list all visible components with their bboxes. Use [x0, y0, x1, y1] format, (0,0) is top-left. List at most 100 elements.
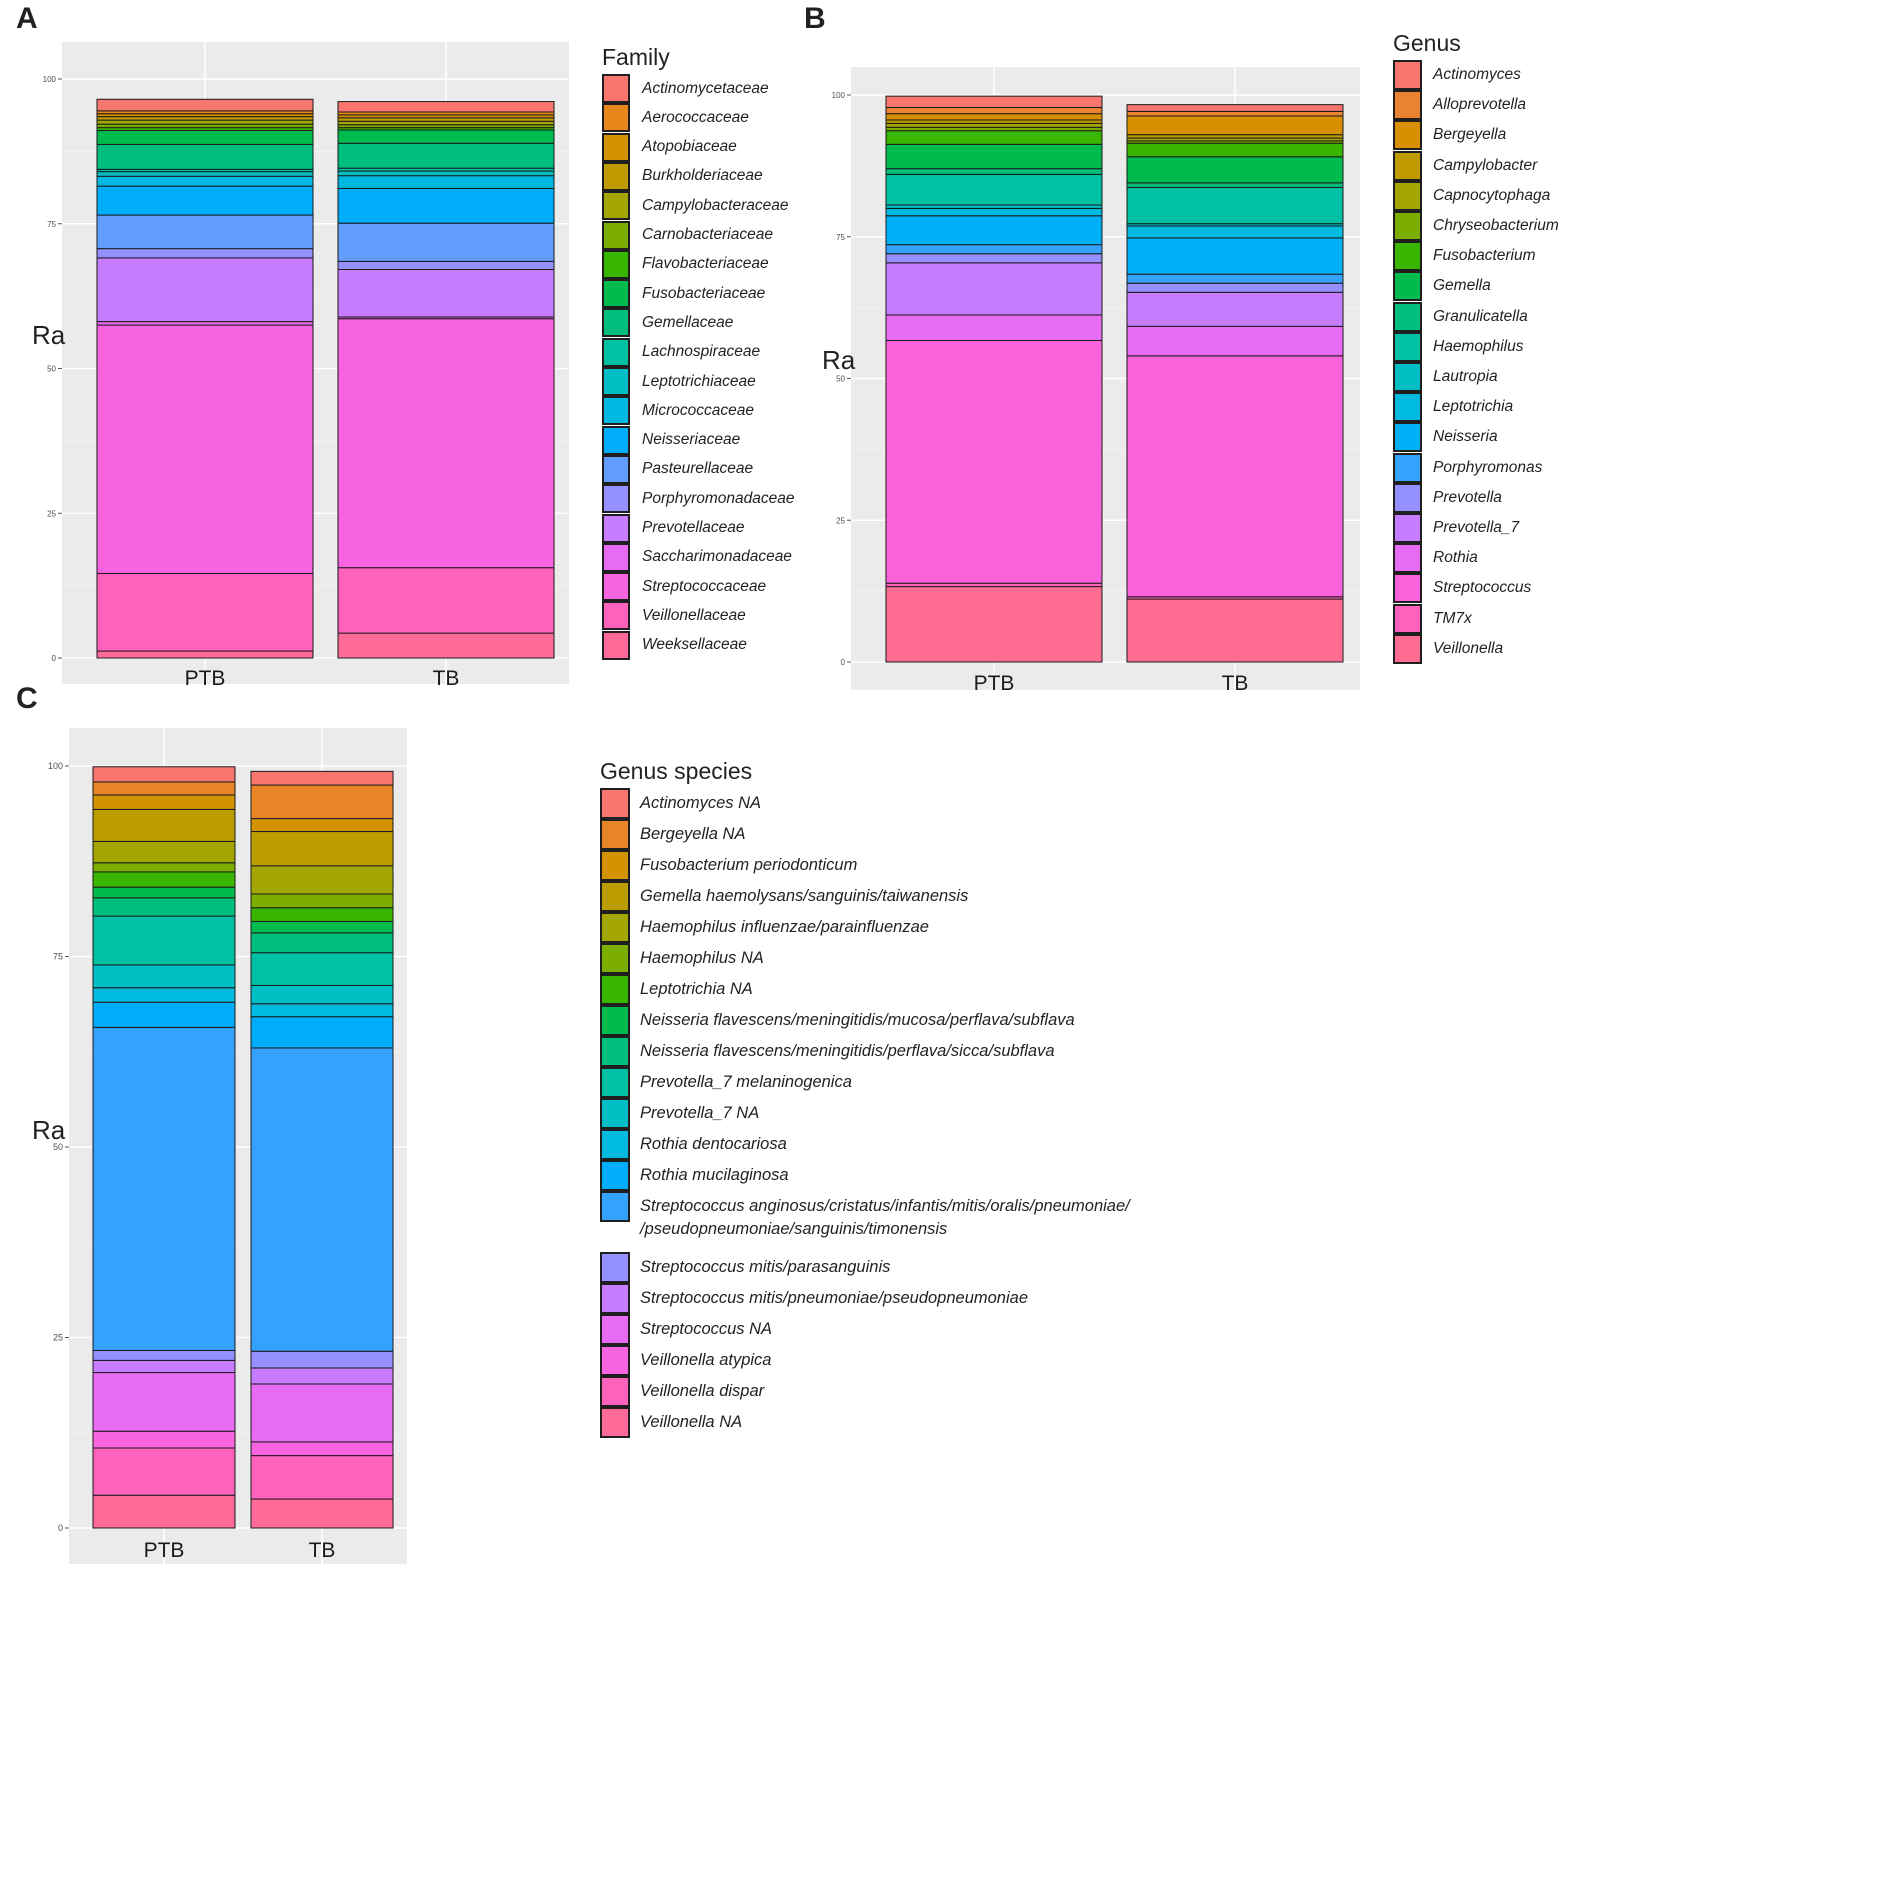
bar-segment: [337, 142, 555, 169]
chart-c-svg: 0 25 50 75 100 PTB TB: [48, 728, 407, 1564]
y-tick-label: 0: [52, 654, 57, 663]
legend-key: [602, 279, 630, 309]
bar-segment: [250, 893, 394, 909]
bar-segment: [1126, 598, 1344, 663]
legend-label: Lautropia: [1433, 368, 1498, 386]
legend-label: Granulicatella: [1433, 307, 1528, 325]
x-tick-label: PTB: [144, 1539, 185, 1562]
legend-key: [1393, 60, 1422, 90]
bar-segment: [96, 175, 314, 187]
bar-segment: [250, 1047, 394, 1352]
legend-label: Campylobacter: [1433, 156, 1538, 174]
legend-label: Veillonellaceae: [642, 606, 746, 624]
legend-label: Veillonella NA: [640, 1413, 743, 1431]
y-tick-label: 75: [47, 220, 56, 229]
legend-key: [602, 601, 630, 631]
legend-label: Streptococcus anginosus/cristatus/infant…: [640, 1197, 1130, 1215]
legend-label: Haemophilus influenzae/parainfluenzae: [640, 918, 929, 936]
bar-segment: [92, 987, 236, 1003]
bar-segment: [885, 143, 1103, 170]
bar-segment: [96, 321, 314, 326]
bar-segment: [92, 886, 236, 899]
legend-label: Bergeyella NA: [640, 825, 746, 843]
legend-label: TM7x: [1433, 609, 1472, 627]
bar-segment: [337, 632, 555, 659]
bar-segment: [96, 257, 314, 323]
bar-segment: [1126, 186, 1344, 225]
bar-segment: [1126, 273, 1344, 284]
panel-letter-c: C: [16, 682, 38, 715]
legend-label: Actinomycetaceae: [642, 79, 769, 97]
y-axis-label-c: Ra: [32, 1115, 66, 1145]
legend-label: Leptotrichia NA: [640, 980, 753, 998]
legend-label: Veillonella dispar: [640, 1382, 765, 1400]
bar-segment: [92, 808, 236, 842]
bar-segment: [885, 207, 1103, 217]
legend-label: Fusobacterium periodonticum: [640, 856, 858, 874]
bar-segment: [885, 582, 1103, 588]
chart-a-svg: 0 25 50 75 100 PTB TB: [43, 42, 569, 690]
legend-key: [1393, 573, 1422, 604]
y-tick-label: 50: [836, 375, 845, 384]
legend-title-b: Genus: [1393, 30, 1461, 56]
legend-label: Saccharimonadaceae: [642, 548, 792, 566]
legend-label: Bergeyella: [1433, 126, 1507, 144]
bar-segment: [337, 117, 555, 122]
bar-segment: [96, 650, 314, 659]
legend-key: [600, 1283, 630, 1314]
bar-segment: [92, 840, 236, 864]
legend-label: Prevotella_7 NA: [640, 1104, 760, 1122]
legend-label: Neisseriaceae: [642, 431, 741, 449]
legend-key: [602, 396, 630, 426]
bar-segment: [885, 204, 1103, 209]
bar-segment: [337, 101, 555, 113]
legend-label: Capnocytophaga: [1433, 186, 1551, 204]
y-axis-label-a: Ra: [32, 320, 66, 350]
legend-label: Haemophilus NA: [640, 949, 764, 967]
bar-segment: [96, 130, 314, 145]
legend-key: [600, 850, 630, 881]
bar-segment: [885, 262, 1103, 316]
x-tick-label: TB: [309, 1539, 336, 1562]
legend-key: [602, 337, 630, 367]
bar-segment: [337, 170, 555, 177]
legend-key: [1393, 211, 1422, 241]
legend-key: [1393, 120, 1422, 151]
legend-key: [1393, 513, 1422, 543]
legend-key: [600, 1407, 630, 1438]
legend-label: Streptococcaceae: [642, 577, 767, 595]
legend-label-continuation: /pseudopneumoniae/sanguinis/timonensis: [640, 1220, 948, 1238]
legend-label: Gemella haemolysans/sanguinis/taiwanensi…: [640, 887, 969, 905]
bar-segment: [885, 168, 1103, 175]
legend-key: [1393, 271, 1422, 302]
bar-segment: [885, 95, 1103, 108]
bar-segment: [96, 143, 314, 170]
legend-key: [600, 881, 630, 912]
legend-label: Leptotrichia: [1433, 398, 1514, 416]
y-tick-label: 0: [841, 658, 846, 667]
bar-segment: [1126, 134, 1344, 139]
bar-segment: [337, 268, 555, 318]
legend-label: Neisseria flavescens/meningitidis/perfla…: [640, 1042, 1055, 1060]
y-tick-label: 50: [53, 1142, 63, 1152]
y-tick-label: 25: [47, 509, 56, 518]
legend-key: [600, 1129, 630, 1160]
bar-segment: [250, 818, 394, 833]
legend-label: Chryseobacterium: [1433, 217, 1559, 235]
legend-label: Porphyromonas: [1433, 458, 1543, 476]
bar-segment: [250, 1003, 394, 1018]
legend-label: Campylobacteraceae: [642, 196, 789, 214]
legend-key: [602, 542, 630, 572]
legend-key: [1393, 90, 1422, 121]
bar-segment: [885, 122, 1103, 128]
legend-key: [602, 161, 630, 191]
bar-segment: [250, 1350, 394, 1369]
bar-segment: [96, 572, 314, 652]
bar-segment: [1126, 115, 1344, 136]
legend-key: [602, 220, 630, 250]
legend-label: Burkholderiaceae: [642, 167, 763, 185]
y-tick-label: 50: [47, 365, 56, 374]
y-tick-label: 25: [836, 516, 845, 525]
legend-label: Gemella: [1433, 277, 1491, 295]
bar-segment: [250, 984, 394, 1005]
